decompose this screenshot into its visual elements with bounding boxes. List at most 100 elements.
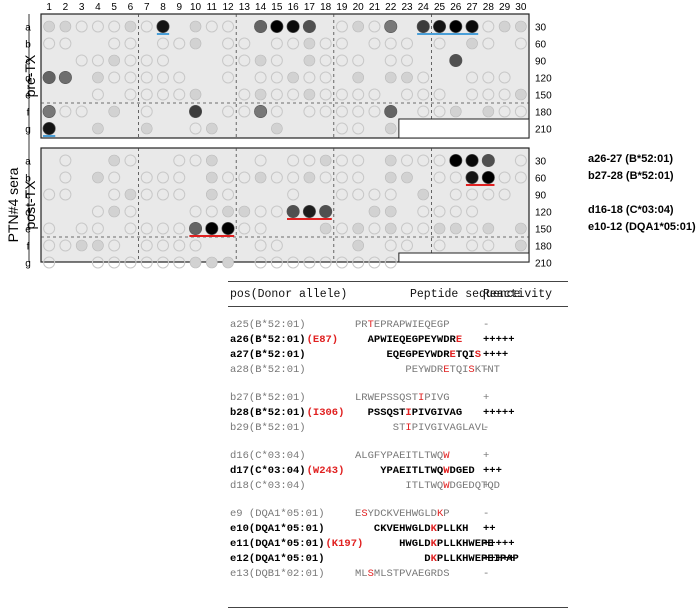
spot-strong [433,19,447,33]
spot-faint [417,154,430,167]
spot-faint [43,222,56,235]
residue-highlight: W [443,465,450,477]
spot-weak [92,239,104,252]
spot-weak [449,222,462,235]
column-label: 24 [418,2,430,13]
row-sequence: MLSMLSTPVAEGRDS [355,567,450,581]
panel-frame [40,147,530,263]
annotation-label: b27-28 (B*52:01) [588,170,674,182]
spot-weak [515,222,527,235]
panel-pre: pre-TX a 30 b 60 c 90 d 120 e 150 f 180 g 210 [22,13,552,139]
spot-weak [287,71,299,84]
spot-weak [140,122,153,135]
residue-segment: PR [355,319,368,331]
spot-weak [384,205,397,218]
row-pos: d16(C*03:04) [230,450,306,462]
spot-faint [270,171,283,184]
row-label: c [26,57,31,68]
spot-strong [449,19,463,33]
spot-weak [319,154,332,167]
spot-weak [189,88,202,101]
spot-faint [205,20,218,33]
spot-strong [189,222,203,236]
spot-faint [352,105,365,118]
spot-faint [254,71,267,84]
spot-faint [319,37,332,50]
spot-weak [515,88,527,101]
spot-faint [335,154,348,167]
residue-highlight: E [455,334,463,346]
spot-faint [91,88,104,101]
row-number-label: 210 [535,125,552,136]
spot-weak [254,171,267,184]
spot-faint [222,171,235,184]
row-label: a [25,23,31,34]
spot-strong [481,171,495,185]
spot-weak [384,71,397,84]
spot-faint [222,20,235,33]
spot-faint [124,222,137,235]
row-label: d [25,208,31,219]
row-sequence: DKPLLKHWEPEIPAP [424,552,519,566]
row-mutation: (W243) [306,465,345,477]
spot-faint [157,171,169,184]
spot-strong [189,105,203,119]
spot-weak [482,105,495,118]
spot-faint [43,37,56,50]
row-sequence: ESYDCKVEHWGLDKP [355,507,450,521]
spot-faint [108,71,121,84]
spot-faint [254,239,267,252]
residue-segment: PEYWDR [405,364,444,376]
residue-segment: EQEGPEYWDR [386,349,450,361]
spot-faint [157,222,169,235]
residue-segment: ML [355,568,368,580]
column-label: 13 [239,2,251,13]
residue-segment: LRWEPSSQST [355,392,419,404]
row-reactivity: ++ [483,523,496,535]
spot-faint [466,188,479,201]
spot-faint [335,105,348,118]
spot-faint [417,222,430,235]
spot-faint [238,171,251,184]
column-label: 19 [336,2,348,13]
spot-faint [124,54,137,67]
spot-faint [43,239,56,252]
spot-strong [465,154,479,168]
residue-segment: CKVEHWGLD [373,523,431,535]
spot-faint [368,222,381,235]
spot-weak [254,88,267,101]
spot-weak [108,154,120,167]
row-number-label: 120 [535,208,552,219]
spot-faint [157,239,169,252]
spot-faint [75,20,88,33]
row-sequence: HWGLDKPLLKHWEPE [399,537,494,551]
spot-faint [270,105,283,118]
column-labels: 1 2 3 4 5 6 7 8 9 10 11 12 13 14 15 16 17 18 19 20 21 22 23 24 2… [46,2,527,13]
spot-faint [449,205,462,218]
column-label: 23 [401,2,413,13]
spot-strong [449,154,463,168]
annotation-label: a26-27 (B*52:01) [588,153,673,165]
residue-segment: ITLTWQ [405,480,444,492]
spot-faint [433,154,446,167]
row-pos: e10(DQA1*05:01) [230,523,325,535]
row-number-label: 210 [535,259,552,270]
spot-faint [157,188,169,201]
spot-faint [335,222,348,235]
spot-faint [449,171,462,184]
spot-weak [384,171,397,184]
residue-segment: KTNT [474,364,500,376]
row-label: g [25,125,31,136]
row-reactivity: +++++ [483,538,515,550]
header-reactivity: Reactivity [483,288,553,301]
residue-highlight: I [405,422,412,434]
spot-strong [254,105,268,119]
row-pos: d18(C*03:04) [230,480,306,492]
residue-segment: PLLKHWEPE [436,538,494,550]
spot-faint [352,171,365,184]
spot-faint [303,256,316,269]
panels: pre-TX a 30 b 60 c 90 d 120 e 150 f 180 g 210 post-TX a 3… [22,13,552,270]
spot-faint [335,88,348,101]
table-top-rule [228,281,568,282]
spot-faint [498,188,511,201]
